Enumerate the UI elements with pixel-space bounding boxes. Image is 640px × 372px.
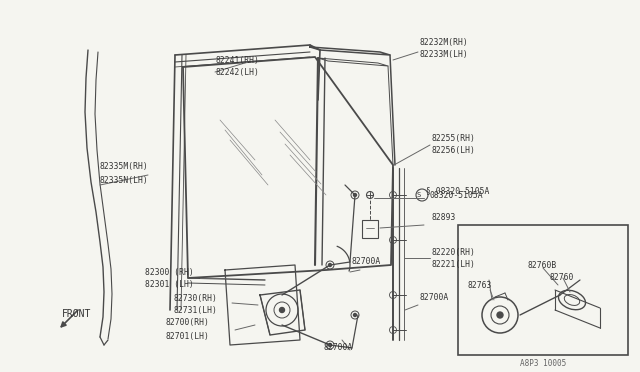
Text: 82242(LH): 82242(LH) (215, 68, 259, 77)
Bar (362, 220, 378, 238)
Circle shape (328, 343, 332, 346)
Text: 82700A: 82700A (323, 343, 352, 353)
Text: 82221(LH): 82221(LH) (432, 260, 476, 269)
Text: 82730(RH): 82730(RH) (173, 294, 217, 302)
Text: 82256(LH): 82256(LH) (432, 147, 476, 155)
Text: 82700A: 82700A (351, 257, 380, 266)
Text: 82255(RH): 82255(RH) (432, 134, 476, 142)
Text: 82700A: 82700A (420, 294, 449, 302)
Text: 82335N(LH): 82335N(LH) (100, 176, 148, 185)
Text: 82233M(LH): 82233M(LH) (420, 51, 468, 60)
Text: 08320-5105A: 08320-5105A (430, 190, 484, 199)
Text: 82701(LH): 82701(LH) (165, 331, 209, 340)
Circle shape (353, 314, 356, 317)
Text: 82760: 82760 (549, 273, 573, 282)
Circle shape (353, 193, 356, 196)
Text: S: S (417, 192, 420, 198)
Text: 82241(RH): 82241(RH) (215, 55, 259, 64)
Text: § 08320-5105A: § 08320-5105A (426, 186, 490, 196)
Text: 82220(RH): 82220(RH) (432, 247, 476, 257)
Text: 82760B: 82760B (527, 260, 556, 269)
Text: 82232M(RH): 82232M(RH) (420, 38, 468, 46)
Text: 82893: 82893 (432, 214, 456, 222)
Circle shape (328, 263, 332, 266)
Text: 82335M(RH): 82335M(RH) (100, 163, 148, 171)
Text: FRONT: FRONT (62, 309, 92, 319)
Text: 82301 (LH): 82301 (LH) (145, 280, 194, 289)
Text: 82763: 82763 (467, 280, 492, 289)
Text: 82700(RH): 82700(RH) (165, 318, 209, 327)
Text: 82731(LH): 82731(LH) (173, 307, 217, 315)
Text: 82300 (RH): 82300 (RH) (145, 267, 194, 276)
Circle shape (497, 312, 503, 318)
Circle shape (280, 308, 285, 312)
Text: A8P3 10005: A8P3 10005 (520, 359, 566, 368)
Bar (458, 225, 628, 355)
